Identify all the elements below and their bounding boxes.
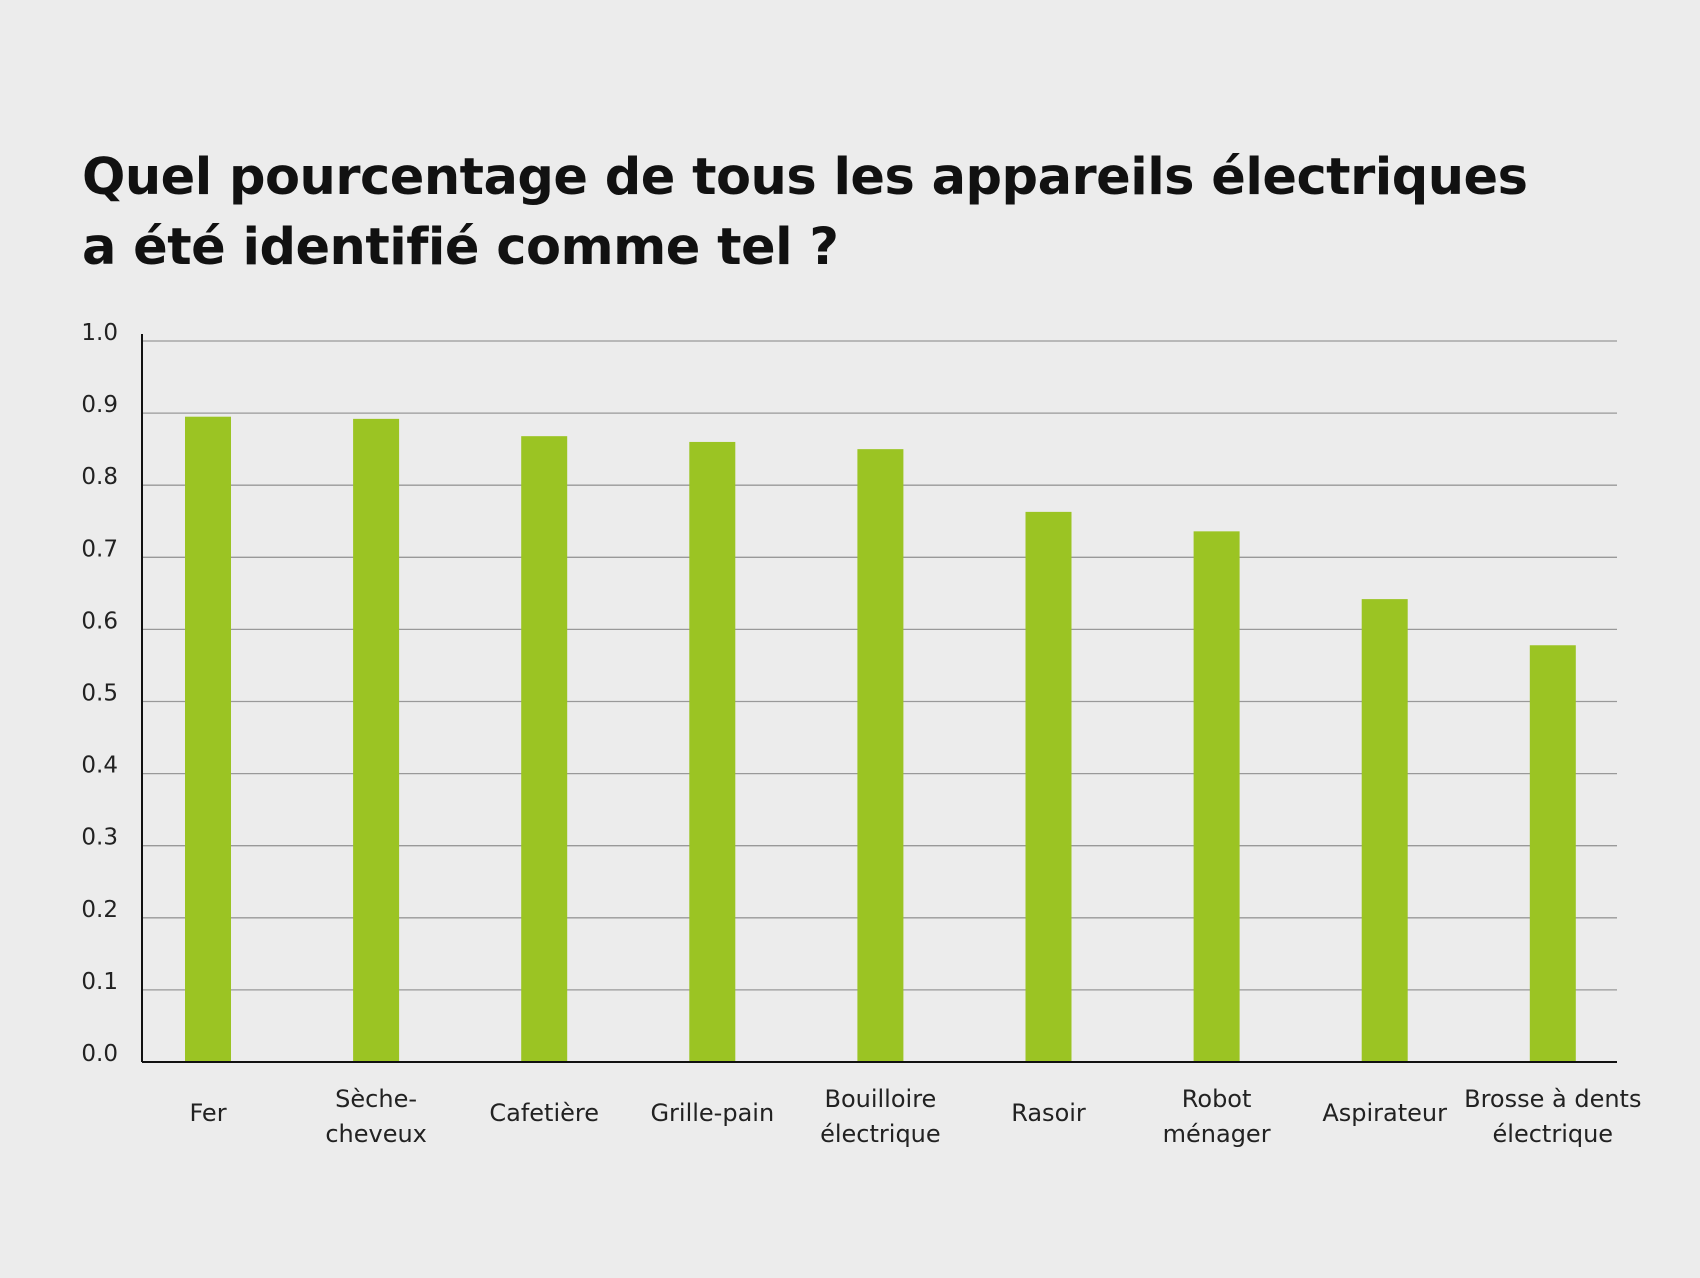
x-category-label-line: Cafetière bbox=[489, 1099, 599, 1127]
x-category-label-line: électrique bbox=[1493, 1120, 1614, 1148]
bar bbox=[857, 449, 904, 1062]
x-category-label-line: Aspirateur bbox=[1322, 1099, 1447, 1127]
y-tick-label: 0.8 bbox=[81, 464, 118, 490]
y-tick-label: 0.0 bbox=[81, 1041, 118, 1067]
x-category-label-line: Grille-pain bbox=[650, 1099, 774, 1127]
bar bbox=[521, 436, 568, 1062]
x-category-label-line: ménager bbox=[1163, 1120, 1271, 1148]
chart-title: Quel pourcentage de tous les appareils é… bbox=[82, 143, 1582, 283]
bar bbox=[1529, 645, 1576, 1062]
x-category-label-line: Bouilloire bbox=[824, 1085, 936, 1113]
axes bbox=[141, 334, 1617, 1063]
x-category-label: Cafetière bbox=[489, 1099, 599, 1127]
x-category-label: Robot ménager bbox=[1163, 1085, 1271, 1148]
bar bbox=[689, 441, 736, 1062]
chart-title-line-2: a été identifié comme tel ? bbox=[82, 218, 839, 277]
y-tick-label: 0.3 bbox=[81, 825, 118, 851]
x-category-label-line: cheveux bbox=[325, 1120, 427, 1148]
bar bbox=[185, 416, 231, 1063]
x-category-label-line: Robot bbox=[1182, 1085, 1252, 1113]
y-tick-label: 0.6 bbox=[81, 608, 118, 634]
bar bbox=[1193, 531, 1240, 1062]
x-category-label-line: Rasoir bbox=[1011, 1099, 1086, 1127]
y-tick-label: 0.2 bbox=[81, 897, 118, 923]
y-axis-ticks: 0.0 0.1 0.2 0.3 0.4 0.5 0.6 0.7 0.8 0.9 1.0 bbox=[81, 320, 118, 1067]
x-category-label: Brosse à dents électrique bbox=[1464, 1085, 1641, 1148]
x-category-label-line: Sèche- bbox=[335, 1085, 417, 1113]
x-category-label: Sèche-cheveux bbox=[325, 1085, 427, 1148]
x-category-label: Fer bbox=[189, 1099, 226, 1127]
y-tick-label: 0.5 bbox=[81, 681, 118, 707]
bar bbox=[1361, 599, 1408, 1062]
x-category-label: Rasoir bbox=[1011, 1099, 1086, 1127]
x-category-label-line: électrique bbox=[820, 1120, 941, 1148]
x-category-label-line: Fer bbox=[189, 1099, 226, 1127]
bar bbox=[353, 418, 400, 1062]
y-tick-label: 0.1 bbox=[81, 969, 118, 995]
y-tick-label: 0.9 bbox=[81, 392, 118, 418]
x-category-label: Aspirateur bbox=[1322, 1099, 1447, 1127]
bars bbox=[185, 416, 1576, 1063]
chart-title-line-1: Quel pourcentage de tous les appareils é… bbox=[82, 148, 1528, 207]
x-category-label: Grille-pain bbox=[650, 1099, 774, 1127]
y-tick-label: 0.4 bbox=[81, 753, 118, 779]
bar bbox=[1025, 511, 1072, 1062]
x-category-label: Bouilloire électrique bbox=[820, 1085, 941, 1148]
x-axis-labels: Fer Sèche-cheveux Cafetière Grille-pain Boui… bbox=[189, 1085, 1641, 1148]
x-category-label-line: Brosse à dents bbox=[1464, 1085, 1641, 1113]
y-tick-label: 1.0 bbox=[81, 320, 118, 346]
y-tick-label: 0.7 bbox=[81, 536, 118, 562]
